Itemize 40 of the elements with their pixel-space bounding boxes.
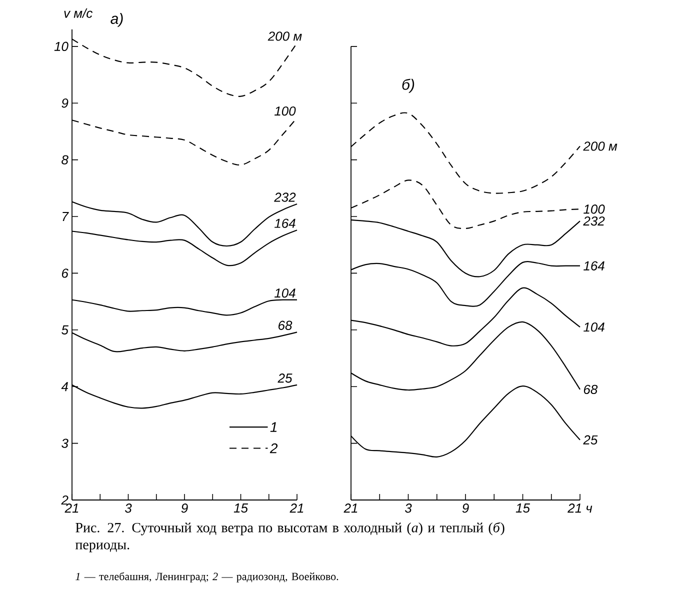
series-label: 68 xyxy=(584,384,598,394)
series-label: 100 xyxy=(274,106,296,116)
y-tick-label: 2 xyxy=(61,495,68,505)
text: Рис. 27. Суточный ход ветра по высотам в холодный (а) и теплый (б) периоды. xyxy=(75,522,504,552)
series-label: 232 xyxy=(274,192,296,202)
text: б) xyxy=(402,78,414,93)
chart-title: а) xyxy=(110,12,123,27)
x-tick-label: 15 xyxy=(516,504,530,513)
series-label: 25 xyxy=(278,374,292,383)
series-label: 200 м xyxy=(583,142,618,151)
series-label: 104 xyxy=(274,288,296,298)
series-label: 68 xyxy=(278,320,292,330)
series-label: 200 м xyxy=(268,32,302,41)
annotation: 1 xyxy=(270,422,277,432)
y-axis-title: v м/с xyxy=(64,8,93,18)
series-label: 232 xyxy=(583,216,605,226)
series-label: 25 xyxy=(583,435,598,445)
series-label: 164 xyxy=(584,261,604,270)
y-tick-label: 7 xyxy=(62,212,69,221)
y-tick-label: 10 xyxy=(54,42,68,52)
y-tick-label: 4 xyxy=(61,382,68,392)
series-label: 104 xyxy=(584,322,604,332)
y-tick-label: 5 xyxy=(62,325,68,334)
x-tick-label: 21 ч xyxy=(568,504,592,513)
y-tick-label: 8 xyxy=(62,155,68,164)
annotation: 2 xyxy=(270,443,278,454)
series-label: 100 xyxy=(584,204,605,214)
y-tick-label: 3 xyxy=(62,438,68,448)
x-tick-label: 3 xyxy=(124,504,132,513)
text: 1 — телебашня, Ленинград; 2 — радиозонд, Воейково. xyxy=(76,572,338,582)
series-label: 164 xyxy=(274,218,296,228)
x-tick-label: 9 xyxy=(462,504,469,513)
x-tick-label: 21 xyxy=(64,504,78,513)
x-tick-label: 9 xyxy=(181,504,188,513)
y-tick-label: 9 xyxy=(62,98,68,108)
x-tick-label: 21 xyxy=(290,504,304,513)
y-tick-label: 6 xyxy=(62,268,68,278)
x-tick-label: 3 xyxy=(404,504,412,513)
x-tick-label: 15 xyxy=(234,504,248,513)
x-tick-label: 21 xyxy=(344,504,358,513)
